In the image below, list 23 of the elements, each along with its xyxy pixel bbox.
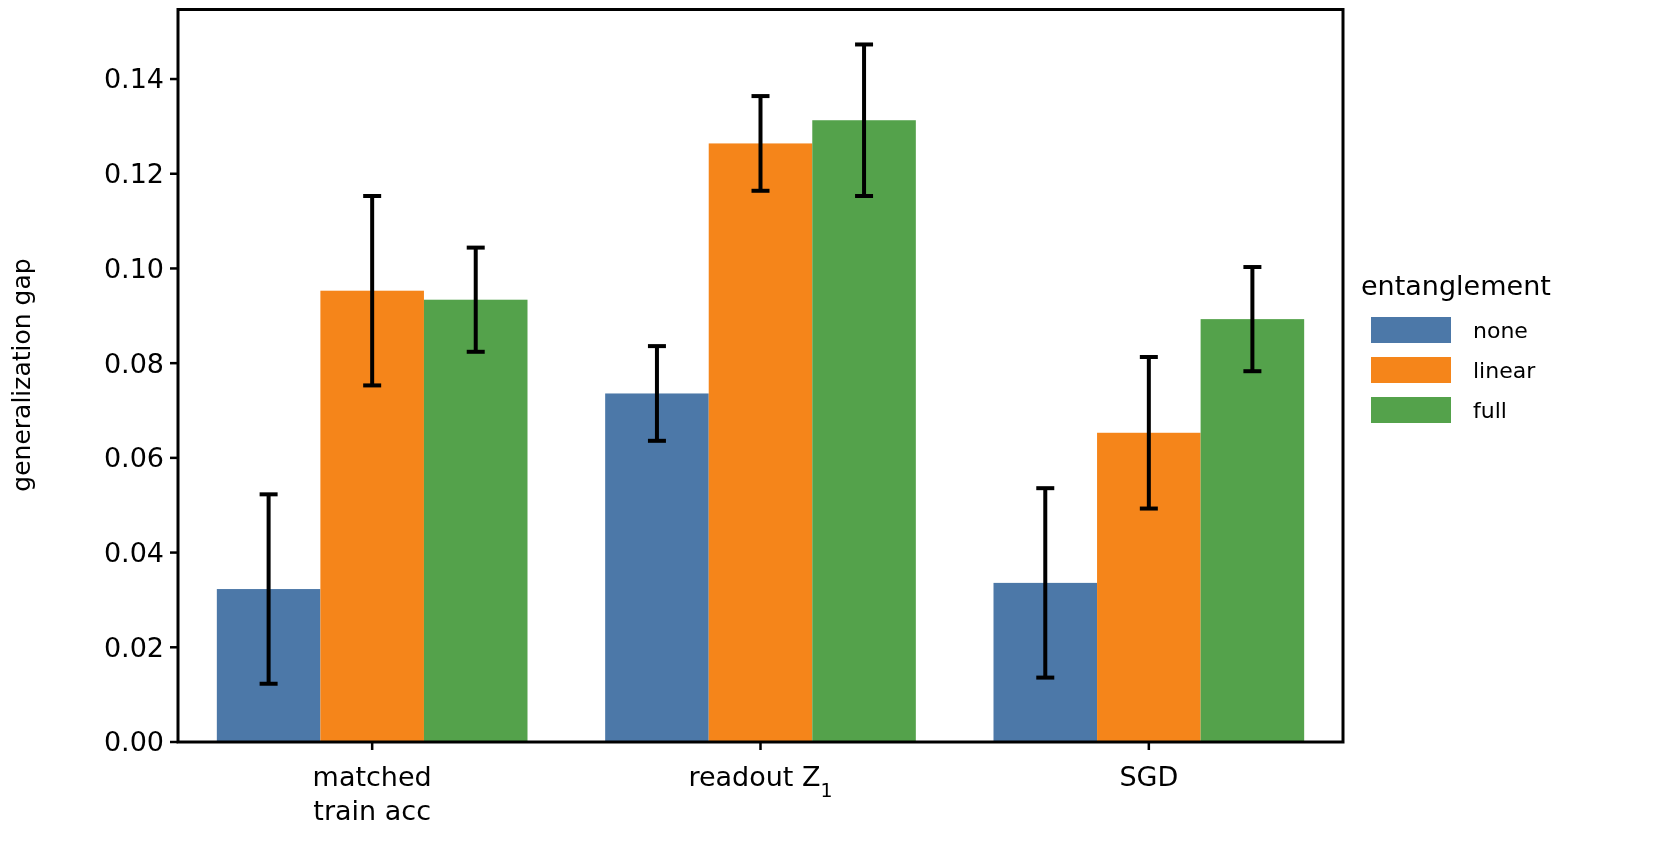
- legend-label: linear: [1473, 357, 1537, 383]
- y-tick-label: 0.00: [103, 726, 164, 758]
- y-tick-label: 0.04: [103, 537, 164, 569]
- x-tick-label: SGD: [1119, 761, 1179, 792]
- bar: [1200, 319, 1305, 742]
- x-tick-label: readout Z$_{1}$: [688, 761, 833, 801]
- legend-label: full: [1473, 397, 1507, 423]
- x-tick-label: matched train acc: [312, 761, 432, 826]
- y-tick-label: 0.10: [103, 252, 164, 284]
- y-tick-label: 0.02: [103, 631, 164, 663]
- y-tick-label: 0.14: [103, 63, 164, 95]
- bar: [1097, 432, 1201, 742]
- y-tick-label: 0.08: [103, 347, 164, 379]
- bar: [812, 120, 916, 742]
- y-tick-label: 0.12: [103, 158, 164, 190]
- legend-label: none: [1473, 317, 1528, 343]
- bar: [320, 290, 424, 742]
- bar: [605, 393, 709, 742]
- bar: [708, 143, 813, 742]
- y-tick-label: 0.06: [103, 442, 164, 474]
- bar: [423, 299, 528, 742]
- legend-title: entanglement: [1361, 270, 1551, 301]
- y-axis-title: generalization gap: [7, 258, 36, 492]
